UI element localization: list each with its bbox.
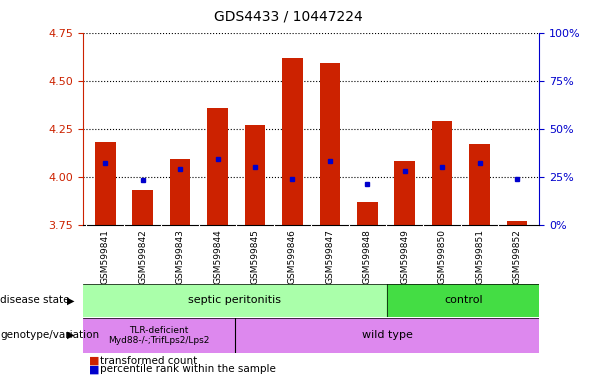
- Text: wild type: wild type: [362, 330, 413, 340]
- Bar: [387, 284, 539, 317]
- Text: ▶: ▶: [67, 295, 74, 306]
- Text: GSM599841: GSM599841: [101, 229, 110, 284]
- Text: disease state: disease state: [0, 295, 69, 306]
- Text: GSM599844: GSM599844: [213, 229, 222, 284]
- Text: ■: ■: [89, 364, 99, 374]
- Bar: [132, 190, 153, 225]
- Text: TLR-deficient
Myd88-/-;TrifLps2/Lps2: TLR-deficient Myd88-/-;TrifLps2/Lps2: [108, 326, 210, 345]
- Text: GSM599847: GSM599847: [326, 229, 334, 284]
- Text: GSM599846: GSM599846: [288, 229, 297, 284]
- Bar: [357, 202, 378, 225]
- Bar: [207, 108, 228, 225]
- Text: control: control: [444, 295, 482, 306]
- Bar: [470, 144, 490, 225]
- Text: genotype/variation: genotype/variation: [0, 330, 99, 340]
- Text: septic peritonitis: septic peritonitis: [188, 295, 281, 306]
- Bar: [95, 142, 115, 225]
- Bar: [282, 58, 303, 225]
- Bar: [432, 121, 452, 225]
- Bar: [170, 159, 191, 225]
- Bar: [394, 161, 415, 225]
- Bar: [245, 125, 265, 225]
- Text: ▶: ▶: [67, 330, 74, 340]
- Text: GSM599843: GSM599843: [175, 229, 185, 284]
- Bar: [83, 318, 235, 353]
- Text: transformed count: transformed count: [100, 356, 197, 366]
- Bar: [235, 318, 539, 353]
- Text: GSM599852: GSM599852: [512, 229, 522, 284]
- Text: GDS4433 / 10447224: GDS4433 / 10447224: [214, 10, 362, 23]
- Text: ■: ■: [89, 356, 99, 366]
- Text: GSM599848: GSM599848: [363, 229, 371, 284]
- Text: GSM599851: GSM599851: [475, 229, 484, 284]
- Bar: [507, 221, 527, 225]
- Bar: [319, 63, 340, 225]
- Text: percentile rank within the sample: percentile rank within the sample: [100, 364, 276, 374]
- Bar: [83, 284, 387, 317]
- Text: GSM599850: GSM599850: [438, 229, 447, 284]
- Text: GSM599842: GSM599842: [138, 229, 147, 284]
- Text: GSM599845: GSM599845: [251, 229, 259, 284]
- Text: GSM599849: GSM599849: [400, 229, 409, 284]
